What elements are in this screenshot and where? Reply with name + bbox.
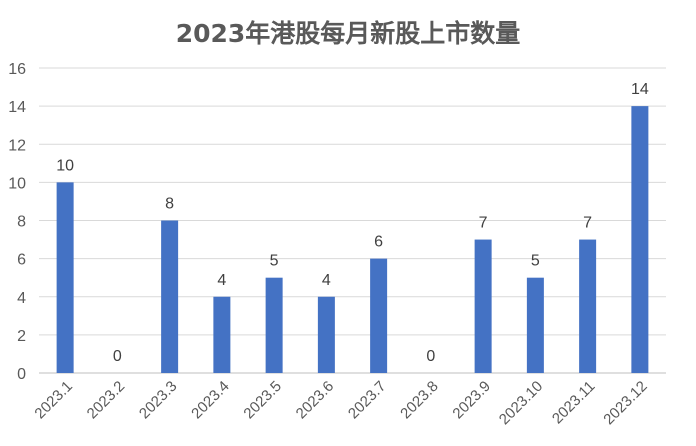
bar [474, 239, 492, 373]
x-tick-label: 2023.1 [31, 378, 75, 422]
data-label: 8 [165, 196, 174, 213]
bar [317, 296, 335, 373]
y-tick-label: 6 [17, 252, 26, 269]
bar [56, 182, 74, 373]
y-tick-label: 14 [8, 99, 26, 116]
y-tick-label: 10 [8, 175, 26, 192]
y-tick-label: 16 [8, 61, 26, 78]
x-tick-label: 2023.8 [397, 378, 441, 422]
y-tick-label: 4 [17, 290, 26, 307]
x-tick-label: 2023.5 [240, 378, 284, 422]
x-tick-label: 2023.2 [84, 378, 128, 422]
bar [526, 277, 544, 373]
x-tick-label: 2023.7 [345, 378, 389, 422]
bar [370, 258, 388, 373]
x-tick-label: 2023.4 [188, 378, 232, 422]
y-tick-label: 0 [17, 366, 26, 383]
data-label: 6 [374, 234, 383, 251]
data-labels: 10 0 8 4 5 4 6 0 7 5 7 14 [56, 81, 649, 365]
bar [579, 239, 597, 373]
x-tick-label: 2023.9 [449, 378, 493, 422]
data-label: 5 [531, 253, 540, 270]
x-tick-label: 2023.6 [293, 378, 337, 422]
chart-title: 2023年港股每月新股上市数量 [175, 19, 521, 48]
y-tick-label: 2 [17, 328, 26, 345]
y-tick-label: 12 [8, 137, 26, 154]
data-label: 10 [56, 157, 74, 174]
gridlines [39, 67, 666, 374]
x-tick-label: 2023.3 [136, 378, 180, 422]
bar [213, 296, 231, 373]
data-label: 7 [583, 215, 592, 232]
bar [161, 220, 179, 373]
x-tick-label: 2023.11 [549, 378, 599, 428]
y-axis: 0 2 4 6 8 10 12 14 16 [8, 61, 26, 383]
x-axis: 2023.1 2023.2 2023.3 2023.4 2023.5 2023.6 2023… [31, 378, 650, 428]
data-label: 4 [217, 272, 226, 289]
y-tick-label: 8 [17, 214, 26, 231]
data-label: 4 [322, 272, 331, 289]
x-tick-label: 2023.12 [600, 378, 650, 428]
data-label: 0 [113, 348, 122, 365]
bar [265, 277, 283, 373]
bar [631, 106, 649, 373]
data-label: 14 [631, 81, 649, 98]
data-label: 5 [270, 253, 279, 270]
bars [56, 106, 649, 373]
x-tick-label: 2023.10 [496, 378, 546, 428]
data-label: 0 [426, 348, 435, 365]
data-label: 7 [479, 215, 488, 232]
